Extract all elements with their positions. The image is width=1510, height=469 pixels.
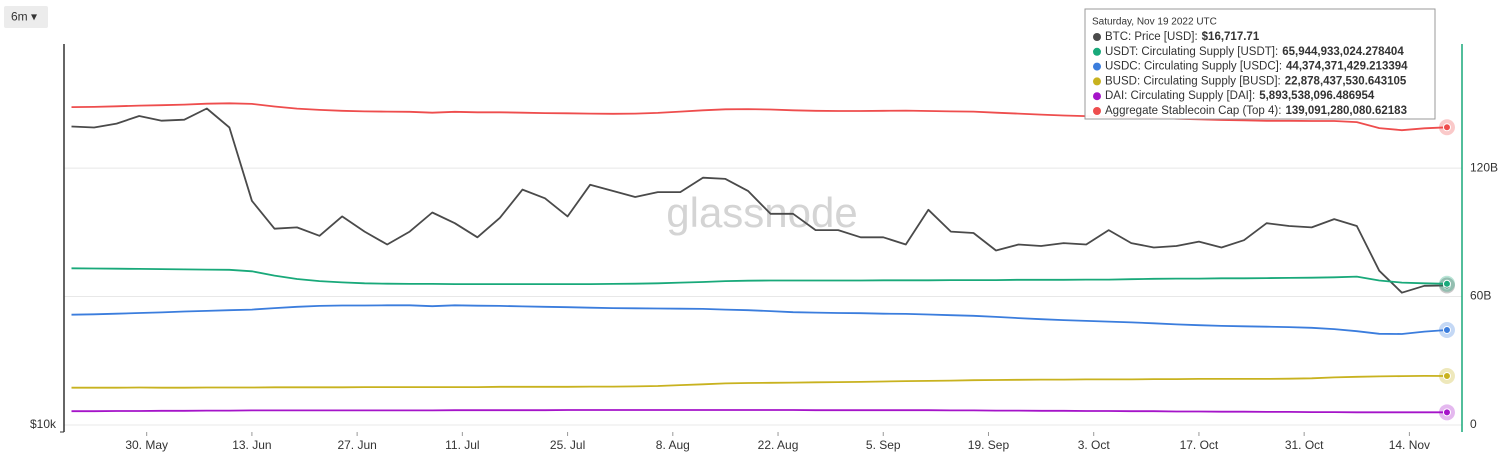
y2-tick-label: 60B [1470, 289, 1491, 303]
x-tick-label: 5. Sep [866, 438, 901, 452]
y-tick-label: $10k [30, 417, 57, 431]
x-tick-label: 13. Jun [232, 438, 271, 452]
series-line [71, 107, 1448, 294]
tooltip-label: DAI: Circulating Supply [DAI]: [1105, 90, 1255, 102]
tooltip-value: 44,374,371,429.213394 [1286, 61, 1408, 73]
x-tick-label: 25. Jul [550, 438, 585, 452]
end-marker [1442, 123, 1451, 132]
tooltip-title: Saturday, Nov 19 2022 UTC [1092, 17, 1217, 28]
tooltip-row: BUSD: Circulating Supply [BUSD]: 22,878,4… [1105, 75, 1407, 87]
tooltip-value: 65,944,933,024.278404 [1282, 46, 1404, 58]
grid [64, 167, 1462, 426]
tooltip-row: BTC: Price [USD]: $16,717.71 [1105, 31, 1260, 43]
range-button-label[interactable]: 6m ▾ [11, 10, 37, 24]
tooltip-row: USDT: Circulating Supply [USDT]: 65,944,9… [1105, 46, 1404, 58]
tooltip-value: 5,893,538,096.486954 [1259, 90, 1375, 102]
x-tick-label: 14. Nov [1389, 438, 1430, 452]
x-tick-label: 30. May [125, 438, 168, 452]
x-tick-label: 11. Jul [445, 438, 479, 452]
tooltip-row: USDC: Circulating Supply [USDC]: 44,374,3… [1105, 61, 1408, 73]
x-tick-label: 31. Oct [1285, 438, 1324, 452]
tooltip-value: $16,717.71 [1202, 31, 1260, 43]
tooltip-row: DAI: Circulating Supply [DAI]: 5,893,538,… [1105, 90, 1375, 102]
tooltip-label: USDT: Circulating Supply [USDT]: [1105, 46, 1278, 58]
tooltip-label: Aggregate Stablecoin Cap (Top 4): [1105, 105, 1281, 117]
series-line [71, 375, 1448, 389]
series-line [71, 409, 1447, 414]
x-tick-label: 19. Sep [968, 438, 1010, 452]
end-marker [1442, 371, 1451, 380]
tooltip-label: BUSD: Circulating Supply [BUSD]: [1105, 75, 1281, 87]
end-marker [1442, 325, 1451, 334]
series-line [71, 267, 1448, 285]
end-marker [1442, 408, 1451, 417]
end-marker [1442, 279, 1451, 288]
range-button[interactable] [4, 6, 48, 28]
watermark: glassnode [666, 189, 857, 236]
x-tick-label: 17. Oct [1180, 438, 1219, 452]
x-tick-label: 8. Aug [656, 438, 690, 452]
tooltip-label: USDC: Circulating Supply [USDC]: [1105, 61, 1282, 73]
series-line [71, 304, 1448, 335]
y2-tick-label: 0 [1470, 417, 1477, 431]
y2-tick-label: 120B [1470, 160, 1498, 174]
tooltip-value: 139,091,280,080.62183 [1285, 105, 1407, 117]
tooltip-box [1084, 8, 1436, 120]
tooltip-row: Aggregate Stablecoin Cap (Top 4): 139,091… [1105, 105, 1407, 117]
tooltip-dot [1093, 33, 1101, 41]
tooltip: Saturday, Nov 19 2022 UTC BTC: Price [US… [1084, 8, 1436, 120]
tooltip-dot [1093, 92, 1101, 101]
series-line [71, 102, 1448, 132]
tooltip-value: 22,878,437,530.643105 [1285, 75, 1407, 87]
tooltip-dot [1093, 107, 1101, 115]
tooltip-dot [1093, 62, 1101, 71]
tooltip-dot [1093, 77, 1101, 86]
x-tick-label: 27. Jun [337, 438, 376, 452]
tooltip-dot [1093, 47, 1101, 56]
plot [71, 102, 1455, 421]
tooltip-label: BTC: Price [USD]: [1105, 31, 1198, 43]
x-tick-label: 3. Oct [1078, 438, 1111, 452]
x-tick-label: 22. Aug [758, 438, 799, 452]
